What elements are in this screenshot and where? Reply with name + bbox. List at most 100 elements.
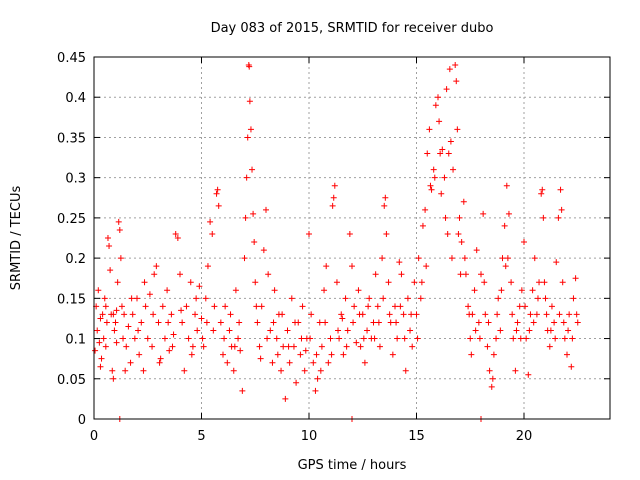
data-point	[213, 190, 220, 197]
data-point	[460, 198, 467, 205]
data-point	[493, 335, 500, 342]
data-point	[103, 319, 110, 326]
data-point	[146, 291, 153, 298]
data-point	[555, 214, 562, 221]
data-point	[263, 206, 269, 213]
data-point	[514, 319, 521, 326]
data-point	[153, 263, 160, 270]
data-point	[340, 351, 347, 358]
data-point	[265, 271, 272, 278]
data-point	[214, 186, 221, 193]
data-point	[140, 367, 147, 374]
data-point	[356, 311, 363, 318]
data-point	[113, 307, 120, 314]
data-point	[125, 323, 132, 330]
data-point	[523, 335, 530, 342]
data-point	[422, 206, 429, 213]
data-point	[530, 319, 537, 326]
data-point	[335, 327, 342, 334]
data-point	[189, 343, 196, 350]
data-point	[149, 343, 156, 350]
data-point	[227, 311, 234, 318]
data-point	[553, 259, 560, 266]
data-point	[569, 335, 576, 342]
data-point	[543, 311, 550, 318]
data-point	[572, 275, 579, 282]
data-point	[561, 335, 568, 342]
data-point	[503, 182, 510, 189]
data-point	[135, 327, 142, 334]
data-point	[310, 359, 317, 366]
data-point	[481, 279, 488, 286]
data-point	[236, 319, 243, 326]
data-point	[114, 279, 121, 286]
data-point	[258, 303, 265, 310]
data-point	[521, 239, 527, 246]
data-point	[338, 311, 345, 318]
data-point	[526, 327, 533, 334]
data-point	[441, 174, 448, 181]
data-point	[419, 222, 426, 229]
data-point	[375, 319, 382, 326]
y-axis-label: SRMTID / TECUs	[9, 186, 24, 291]
data-point	[288, 295, 295, 302]
data-point	[232, 287, 239, 294]
data-point	[279, 311, 286, 318]
data-point	[100, 335, 107, 342]
data-point	[361, 359, 368, 366]
data-point	[251, 239, 258, 246]
data-point	[112, 319, 119, 326]
data-point	[297, 351, 304, 358]
data-point	[547, 327, 554, 334]
y-tick-label: 0.25	[57, 212, 86, 227]
data-point	[286, 359, 293, 366]
data-point	[559, 279, 566, 286]
axis-ticks: 0 0.05 0.1 0.15 0.2 0.25 0.3 0.35 0.4 0.45 0 5 10 15 2…	[57, 51, 610, 444]
data-point	[480, 210, 487, 217]
data-point	[533, 311, 540, 318]
data-point	[372, 271, 379, 278]
data-point	[317, 367, 324, 374]
data-point	[312, 387, 319, 394]
data-point	[381, 202, 388, 209]
data-point	[222, 303, 229, 310]
data-point	[178, 307, 185, 314]
data-point	[374, 303, 381, 310]
data-point	[328, 351, 335, 358]
data-point	[211, 303, 218, 310]
data-point	[398, 271, 405, 278]
data-point	[502, 263, 509, 270]
data-point	[168, 311, 175, 318]
data-point	[102, 303, 109, 310]
data-point	[339, 315, 346, 322]
data-point	[209, 230, 216, 237]
data-point	[404, 295, 411, 302]
data-point	[538, 190, 545, 197]
data-point	[475, 319, 482, 326]
data-point	[512, 367, 519, 374]
data-point	[430, 166, 437, 173]
data-point	[428, 186, 435, 193]
data-point	[557, 186, 564, 193]
data-point	[472, 327, 479, 334]
data-point	[123, 343, 130, 350]
data-point	[284, 327, 291, 334]
data-point	[217, 319, 224, 326]
data-point	[401, 335, 408, 342]
data-point	[241, 255, 248, 262]
data-point	[397, 303, 404, 310]
data-point	[282, 395, 289, 402]
data-point	[501, 222, 508, 229]
data-point	[269, 359, 276, 366]
data-point	[343, 343, 350, 350]
data-point	[427, 182, 434, 189]
data-point	[336, 335, 343, 342]
data-point	[542, 295, 549, 302]
data-point	[96, 339, 103, 346]
data-point	[342, 295, 349, 302]
data-point	[202, 295, 209, 302]
data-point	[456, 214, 463, 221]
data-point	[117, 255, 124, 262]
data-point	[322, 319, 329, 326]
data-point	[417, 295, 424, 302]
